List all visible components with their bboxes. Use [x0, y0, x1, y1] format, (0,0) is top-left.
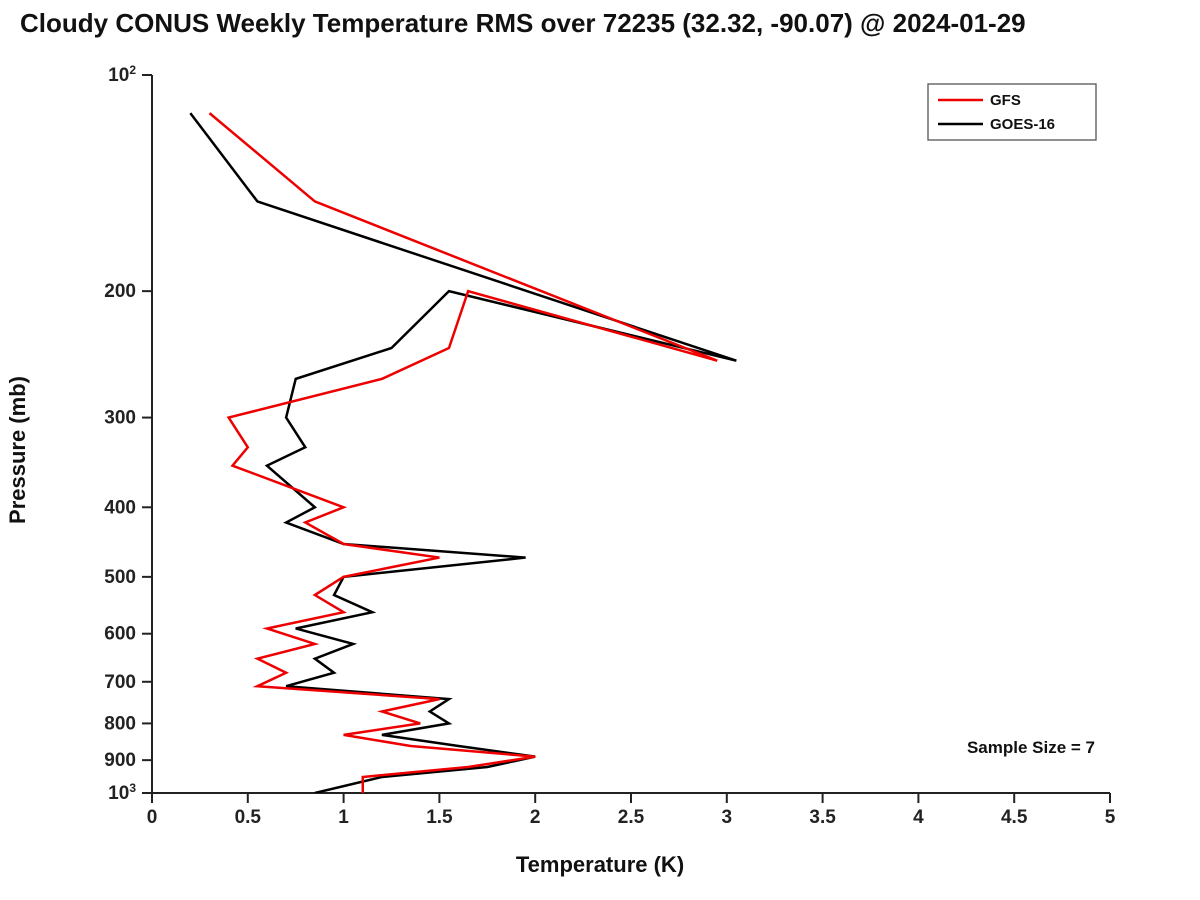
- axis-tick-label: 4.5: [1001, 807, 1028, 828]
- legend-label-gfs: GFS: [990, 92, 1021, 109]
- axis-tick-label: 0: [147, 807, 158, 828]
- axis-tick-label: 2: [530, 807, 541, 828]
- axis-tick-label: 0.5: [235, 807, 262, 828]
- axis-tick-label: 103: [108, 781, 136, 804]
- sample-size-annotation: Sample Size = 7: [967, 738, 1095, 757]
- axis-tick-label: 2.5: [618, 807, 645, 828]
- axis-tick-label: 800: [104, 713, 136, 734]
- chart-container: Cloudy CONUS Weekly Temperature RMS over…: [0, 0, 1200, 900]
- legend-label-goes16: GOES-16: [990, 116, 1055, 133]
- axis-tick-label: 1.5: [426, 807, 453, 828]
- goes16-line: [190, 113, 736, 793]
- axis-tick-label: 400: [104, 497, 136, 518]
- axis-tick-label: 500: [104, 567, 136, 588]
- axis-tick-label: 5: [1105, 807, 1116, 828]
- gfs-line: [209, 113, 717, 793]
- axis-tick-label: 3: [722, 807, 733, 828]
- axis-tick-label: 900: [104, 750, 136, 771]
- plot-svg-canvas: 0 0.5 1 1.5 2 2.5 3 3.5 4 4.5 5 102 200 300 400 500 600 7…: [0, 0, 1200, 900]
- axis-tick-label: 600: [104, 624, 136, 645]
- axis-tick-label: 4: [913, 807, 924, 828]
- axis-tick-label: 102: [108, 63, 136, 86]
- axis-tick-label: 300: [104, 408, 136, 429]
- axis-tick-label: 700: [104, 672, 136, 693]
- axis-tick-label: 1: [338, 807, 349, 828]
- axis-tick-label: 3.5: [809, 807, 836, 828]
- axis-tick-label: 200: [104, 281, 136, 302]
